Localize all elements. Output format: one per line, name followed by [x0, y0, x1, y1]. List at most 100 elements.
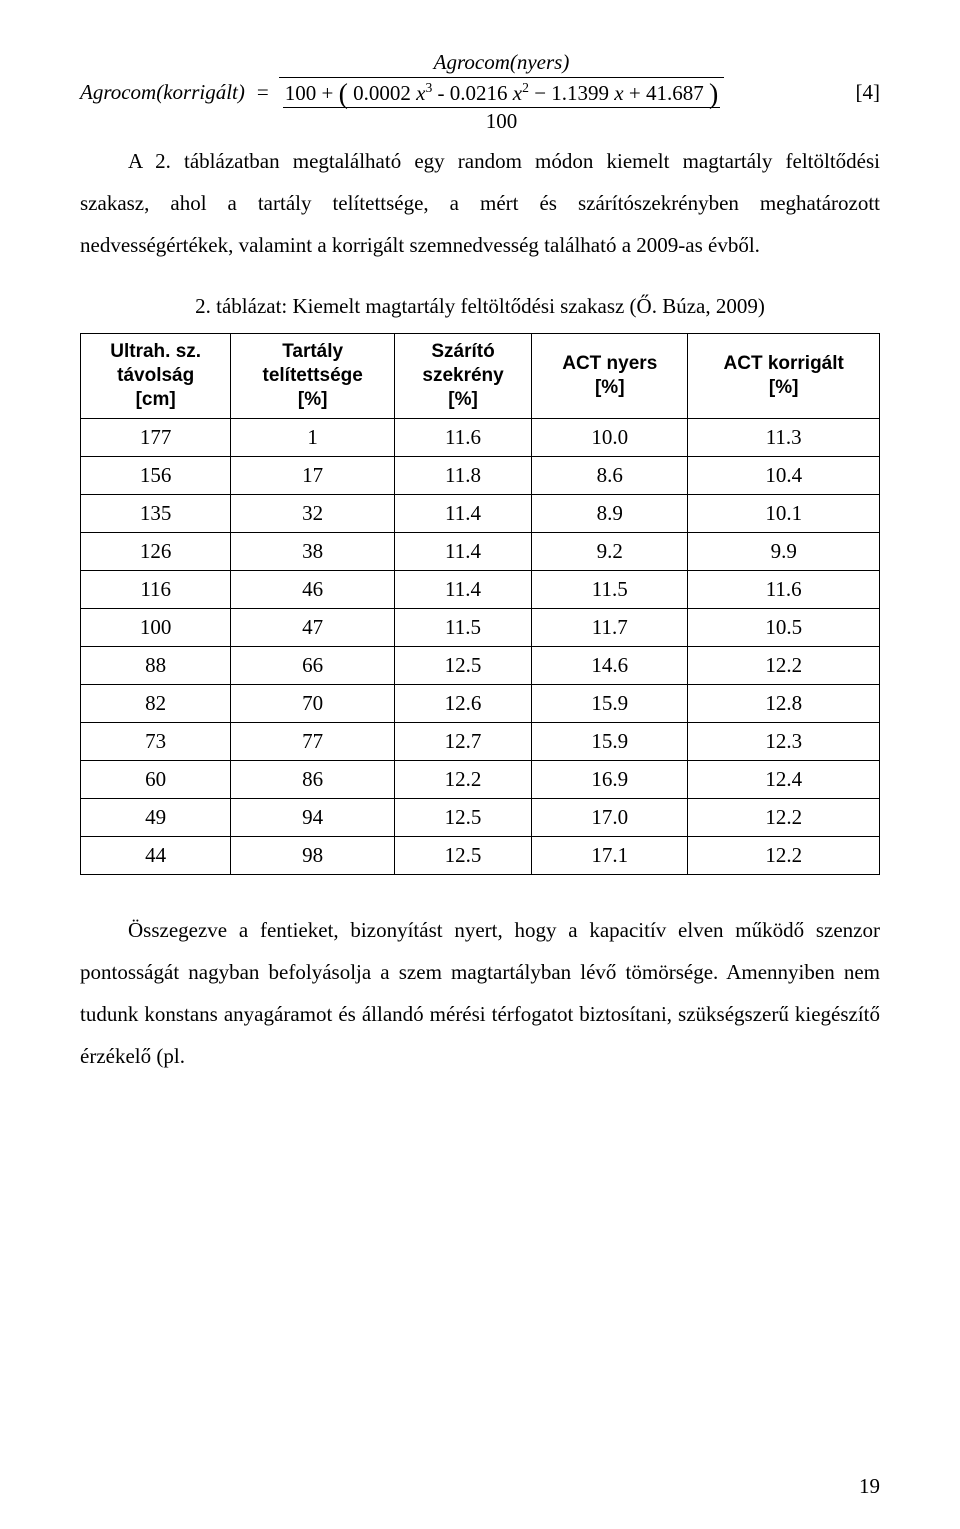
table-cell: 11.8 [394, 456, 531, 494]
table-row: 1561711.88.610.4 [81, 456, 880, 494]
paragraph-1: A 2. táblázatban megtalálható egy random… [80, 140, 880, 266]
table-row: 1004711.511.710.5 [81, 608, 880, 646]
table-cell: 126 [81, 532, 231, 570]
var-x2: x [513, 81, 522, 105]
table-cell: 12.6 [394, 684, 531, 722]
table-cell: 88 [81, 646, 231, 684]
coef-a0: 41.687 [646, 81, 704, 105]
table-cell: 9.2 [532, 532, 688, 570]
table-cell: 12.2 [688, 646, 880, 684]
table-cell: 73 [81, 722, 231, 760]
exp-2: 2 [522, 80, 529, 95]
table-cell: 8.9 [532, 494, 688, 532]
table-cell: 9.9 [688, 532, 880, 570]
numerator-label: Agrocom(nyers) [434, 50, 570, 74]
table-cell: 12.2 [394, 760, 531, 798]
equation-tag: [4] [856, 80, 881, 105]
open-paren: ( [339, 84, 348, 106]
table-row: 608612.216.912.4 [81, 760, 880, 798]
table-cell: 47 [231, 608, 395, 646]
table-cell: 12.7 [394, 722, 531, 760]
col-header-3-text: ACT nyers[%] [562, 353, 657, 398]
table-cell: 70 [231, 684, 395, 722]
table-cell: 49 [81, 798, 231, 836]
table-cell: 11.4 [394, 494, 531, 532]
paragraph-2: Összegezve a fentieket, bizonyítást nyer… [80, 909, 880, 1077]
table-cell: 11.6 [394, 418, 531, 456]
table-cell: 38 [231, 532, 395, 570]
table-cell: 12.2 [688, 798, 880, 836]
minus-1: - [438, 81, 450, 105]
table-cell: 10.1 [688, 494, 880, 532]
table-cell: 12.5 [394, 798, 531, 836]
table-row: 886612.514.612.2 [81, 646, 880, 684]
table-cell: 66 [231, 646, 395, 684]
exp-3: 3 [425, 80, 432, 95]
table-cell: 11.4 [394, 570, 531, 608]
table-cell: 44 [81, 836, 231, 874]
table-cell: 10.4 [688, 456, 880, 494]
page-container: Agrocom(korrigált) = Agrocom(nyers) 100 … [0, 0, 960, 1529]
equation-numerator: Agrocom(nyers) [279, 50, 725, 77]
table-cell: 94 [231, 798, 395, 836]
table-cell: 177 [81, 418, 231, 456]
table-cell: 11.3 [688, 418, 880, 456]
table-cell: 82 [81, 684, 231, 722]
equation-lhs: Agrocom(korrigált) [80, 80, 245, 105]
equation-fraction: Agrocom(nyers) 100 + ( 0.0002 x 3 - 0.021… [279, 50, 725, 134]
table-cell: 32 [231, 494, 395, 532]
equals-sign: = [257, 80, 269, 105]
page-number: 19 [859, 1474, 880, 1499]
table-cell: 12.8 [688, 684, 880, 722]
table-cell: 135 [81, 494, 231, 532]
table-cell: 16.9 [532, 760, 688, 798]
table-cell: 98 [231, 836, 395, 874]
table-cell: 156 [81, 456, 231, 494]
table-cell: 11.5 [394, 608, 531, 646]
table-cell: 12.5 [394, 646, 531, 684]
table-body: 177111.610.011.31561711.88.610.41353211.… [81, 418, 880, 874]
table-cell: 17 [231, 456, 395, 494]
data-table: Ultrah. sz.távolság[cm] Tartálytelítetts… [80, 333, 880, 874]
table-cell: 1 [231, 418, 395, 456]
table-cell: 77 [231, 722, 395, 760]
plus-sign: + [321, 81, 338, 105]
coef-a2: 0.0216 [450, 81, 508, 105]
table-cell: 12.4 [688, 760, 880, 798]
inner-numerator: 100 + ( 0.0002 x3 - 0.0216 x2 − 1.1399 x… [283, 80, 721, 107]
table-cell: 17.0 [532, 798, 688, 836]
coef-a3: 0.0002 [353, 81, 411, 105]
equation-row: Agrocom(korrigált) = Agrocom(nyers) 100 … [80, 50, 880, 134]
col-header-1-text: Tartálytelítettsége[%] [263, 341, 363, 410]
col-header-0-text: Ultrah. sz.távolság[cm] [110, 341, 201, 410]
prefix-100: 100 [285, 81, 317, 105]
table-row: 449812.517.112.2 [81, 836, 880, 874]
table-cell: 46 [231, 570, 395, 608]
table-cell: 12.5 [394, 836, 531, 874]
col-header-1: Tartálytelítettsége[%] [231, 334, 395, 418]
table-cell: 86 [231, 760, 395, 798]
table-cell: 12.3 [688, 722, 880, 760]
table-cell: 12.2 [688, 836, 880, 874]
close-paren: ) [709, 84, 718, 106]
table-row: 737712.715.912.3 [81, 722, 880, 760]
table-header-row: Ultrah. sz.távolság[cm] Tartálytelítetts… [81, 334, 880, 418]
table-cell: 11.4 [394, 532, 531, 570]
table-cell: 15.9 [532, 684, 688, 722]
plus-2: + [629, 81, 646, 105]
table-head: Ultrah. sz.távolság[cm] Tartálytelítetts… [81, 334, 880, 418]
table-cell: 10.0 [532, 418, 688, 456]
col-header-0: Ultrah. sz.távolság[cm] [81, 334, 231, 418]
table-cell: 100 [81, 608, 231, 646]
table-cell: 60 [81, 760, 231, 798]
inner-fraction: 100 + ( 0.0002 x3 - 0.0216 x2 − 1.1399 x… [283, 80, 721, 134]
table-cell: 11.7 [532, 608, 688, 646]
table-cell: 17.1 [532, 836, 688, 874]
col-header-2: Szárítószekrény[%] [394, 334, 531, 418]
table-cell: 10.5 [688, 608, 880, 646]
col-header-2-text: Szárítószekrény[%] [422, 341, 503, 410]
table-row: 499412.517.012.2 [81, 798, 880, 836]
col-header-3: ACT nyers[%] [532, 334, 688, 418]
table-caption: 2. táblázat: Kiemelt magtartály feltöltő… [80, 294, 880, 319]
table-cell: 116 [81, 570, 231, 608]
